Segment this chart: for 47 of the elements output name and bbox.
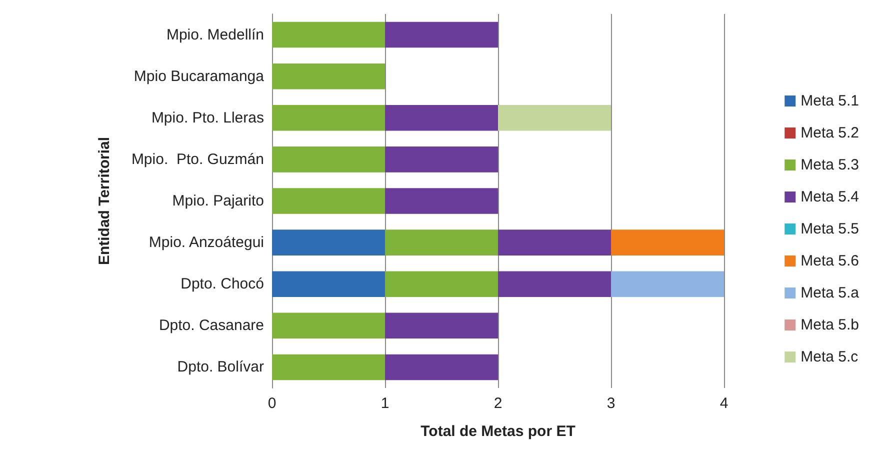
bar [385,22,498,48]
y-tick-label: Dpto. Casanare [158,317,264,334]
y-tick-label: Dpto. Chocó [180,276,264,293]
bar [272,354,385,380]
x-tick-label: 4 [720,395,728,412]
y-tick-label: Mpio. Pto. Guzmán [131,150,264,168]
legend-label: Meta 5.2 [800,124,860,142]
bar [272,230,385,256]
bar [385,230,498,256]
legend-label: Meta 5.6 [800,252,860,270]
bar [611,230,724,256]
bar [498,230,611,256]
legend-label: Meta 5.a [800,284,860,302]
x-tick-label: 3 [606,395,616,412]
legend-label: Meta 5.1 [800,92,860,110]
x-axis-title: Total de Metas por ET [420,423,576,440]
bar [498,271,611,297]
y-tick-label: Mpio. Medellín [166,26,264,44]
legend-label: Meta 5.4 [800,188,860,206]
x-tick-label: 0 [268,395,276,412]
y-tick-label: Dpto. Bolívar [177,358,264,376]
x-tick-label: 1 [380,395,390,412]
bar [385,312,498,339]
legend-label: Meta 5.c [800,348,859,366]
bar [385,146,498,172]
legend-label: Meta 5.5 [800,220,860,238]
y-axis-title: Entidad Territorial [96,136,113,266]
y-tick-label: Mpio. Pto. Lleras [151,109,264,126]
y-tick-label: Mpio Bucaramanga [134,68,265,85]
bar [385,271,498,297]
y-tick-label: Mpio. Pajarito [172,192,264,210]
x-tick-label: 2 [494,395,502,412]
y-tick-label: Mpio. Anzoátegui [148,234,264,252]
legend-label: Meta 5.b [800,316,860,334]
bar [272,188,385,214]
bar [385,188,498,214]
bar [498,105,611,131]
bar [272,146,385,172]
bar [385,354,498,380]
bar [272,105,385,131]
bar [272,22,385,48]
bar [272,312,385,339]
bar [385,105,498,131]
bar [611,271,724,297]
bar [272,63,385,90]
legend-label: Meta 5.3 [800,156,860,174]
bar [272,271,385,297]
